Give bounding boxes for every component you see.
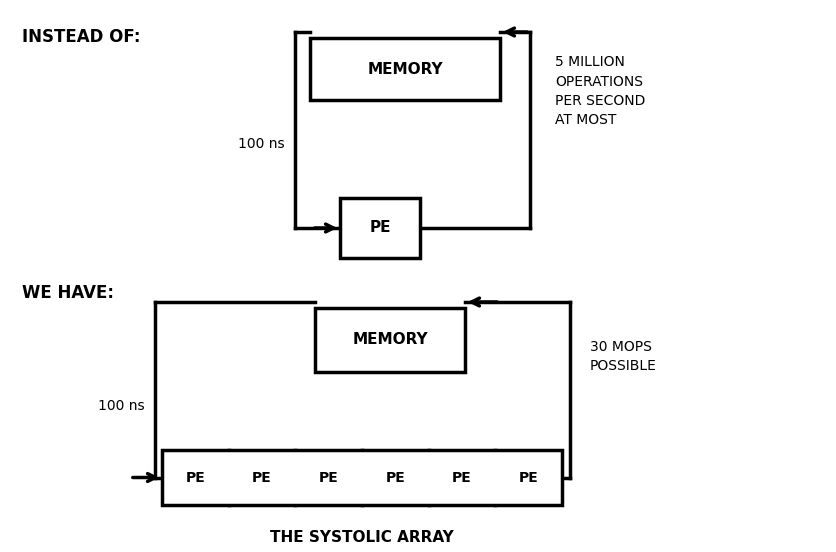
Text: WE HAVE:: WE HAVE: [22,284,114,302]
Text: PE: PE [186,470,205,485]
Text: PE: PE [519,470,538,485]
Bar [310,38,500,100]
Text: MEMORY: MEMORY [352,332,428,348]
Text: 30 MOPS
POSSIBLE: 30 MOPS POSSIBLE [590,340,657,374]
Text: PE: PE [370,220,390,236]
Text: PE: PE [252,470,272,485]
Text: PE: PE [319,470,339,485]
Text: 100 ns: 100 ns [99,399,145,413]
Bar [340,198,420,258]
Text: 100 ns: 100 ns [238,136,285,151]
Text: 5 MILLION
OPERATIONS
PER SECOND
AT MOST: 5 MILLION OPERATIONS PER SECOND AT MOST [555,55,645,128]
Text: PE: PE [385,470,405,485]
Text: MEMORY: MEMORY [367,61,443,77]
Text: THE SYSTOLIC ARRAY: THE SYSTOLIC ARRAY [270,530,454,545]
Bar [162,450,562,505]
Text: PE: PE [452,470,472,485]
Text: INSTEAD OF:: INSTEAD OF: [22,28,140,46]
Bar [315,308,465,372]
